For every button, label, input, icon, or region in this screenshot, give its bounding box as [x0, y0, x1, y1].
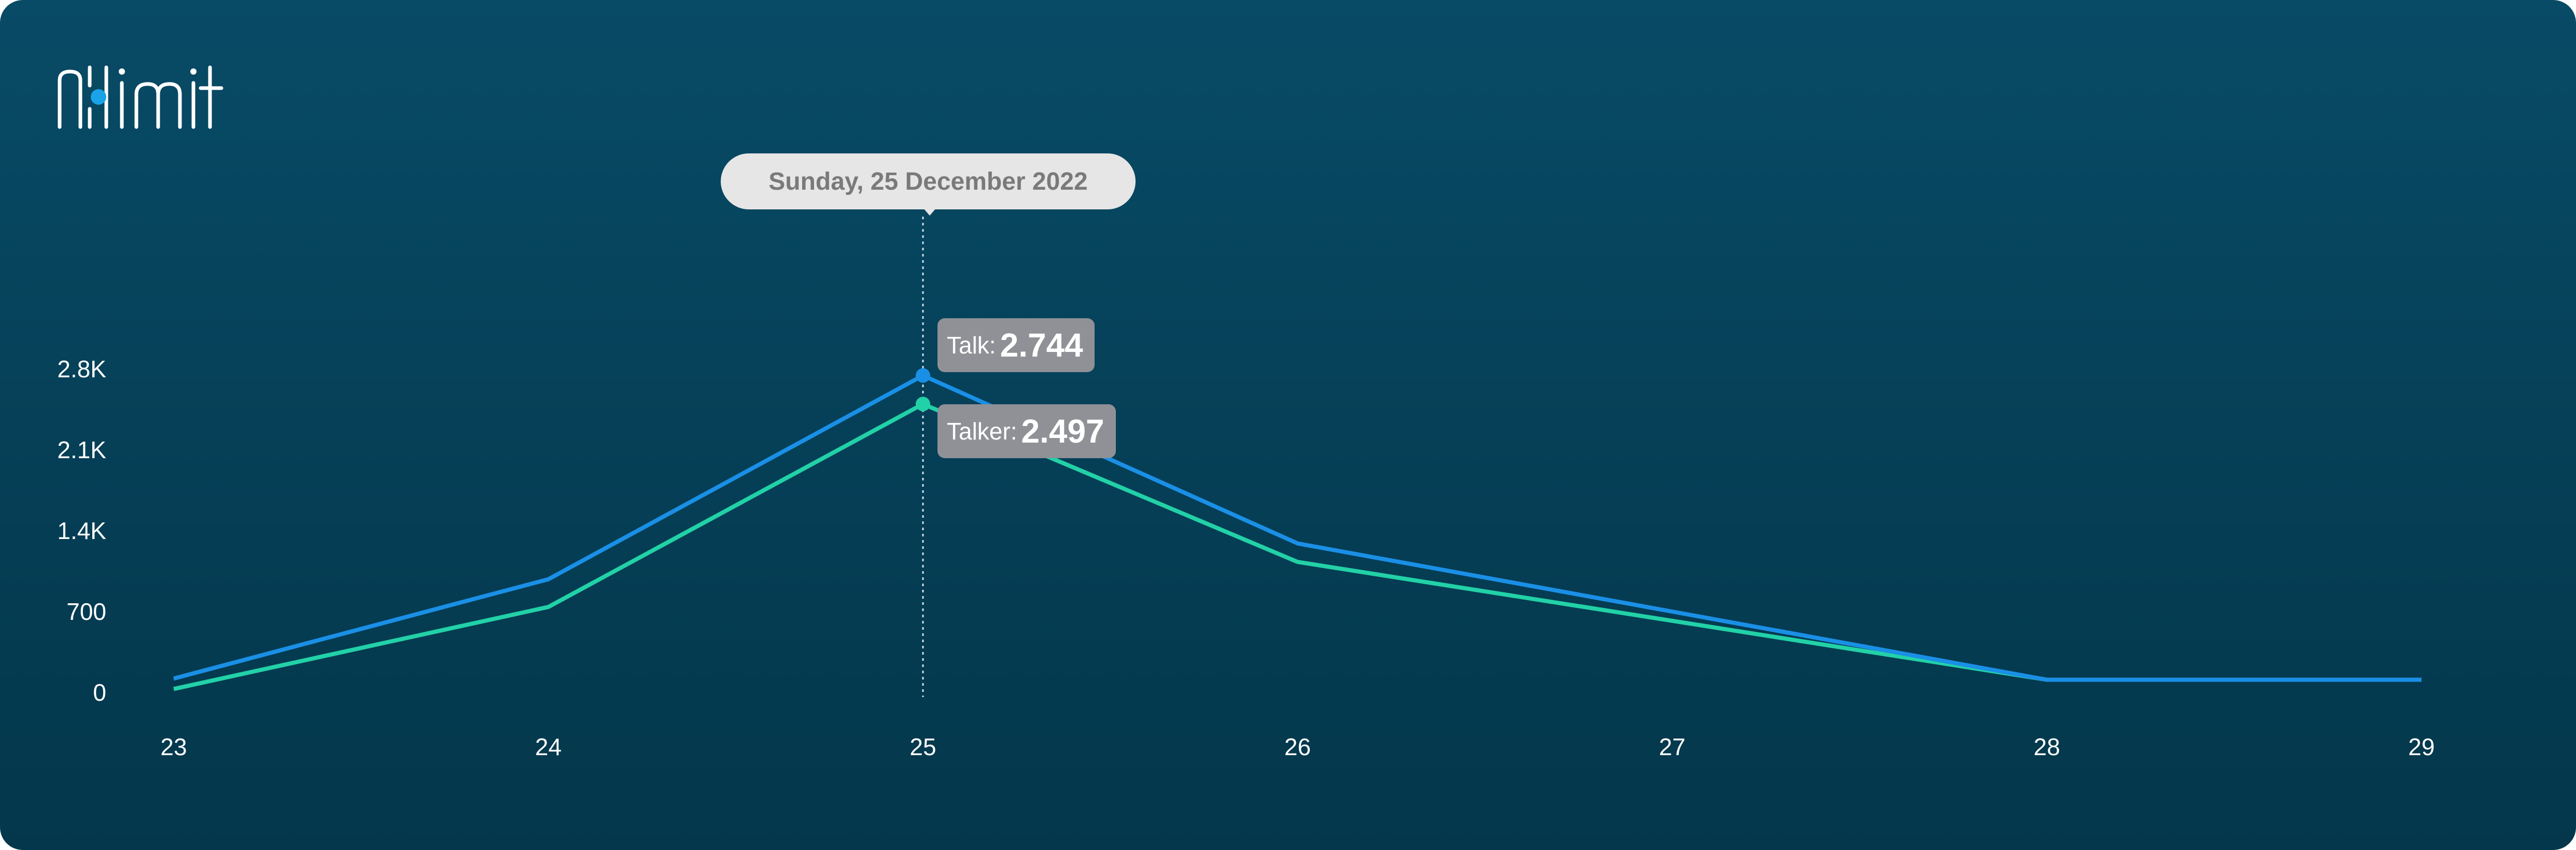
x-tick-label: 25 — [909, 733, 936, 760]
y-tick-label: 2.1K — [57, 436, 106, 463]
x-tick-label: 24 — [535, 733, 562, 760]
y-tick-label: 0 — [93, 679, 106, 706]
series-line-talk — [173, 373, 2421, 682]
y-tick-label: 2.8K — [57, 356, 106, 382]
date-tooltip-pointer — [923, 208, 936, 216]
talker-value: 2.497 — [1021, 413, 1104, 450]
x-tick-label: 23 — [160, 733, 187, 760]
data-point-talk[interactable] — [166, 671, 181, 686]
data-point-talk[interactable] — [1291, 536, 1305, 551]
x-tick-label: 28 — [2034, 733, 2060, 760]
data-point-talk[interactable] — [541, 572, 556, 587]
talk-value: 2.744 — [1000, 327, 1083, 364]
data-point-talker[interactable] — [1291, 555, 1305, 569]
y-tick-label: 1.4K — [57, 517, 106, 544]
date-tooltip-text: Sunday, 25 December 2022 — [768, 167, 1088, 195]
nlimit-logo — [58, 65, 223, 129]
marker-layer — [166, 368, 2429, 687]
data-point-talk[interactable] — [2414, 672, 2429, 687]
y-tick-label: 700 — [66, 598, 106, 625]
x-tick-label: 26 — [1284, 733, 1311, 760]
x-tick-label: 29 — [2408, 733, 2434, 760]
logo-dot-icon — [91, 89, 106, 105]
data-point-talk[interactable] — [1665, 604, 1679, 619]
data-point-talk[interactable] — [916, 368, 930, 383]
talker-value-tooltip: Talker: 2.497 — [937, 404, 1116, 458]
data-point-talker[interactable] — [916, 396, 930, 412]
data-point-talker[interactable] — [541, 600, 556, 614]
data-point-talk[interactable] — [2040, 672, 2054, 687]
x-axis: 23 24 25 26 27 28 29 — [160, 733, 2434, 760]
date-tooltip: Sunday, 25 December 2022 — [721, 153, 1136, 209]
series-layer — [173, 373, 2421, 691]
talk-label: Talk: — [947, 332, 996, 359]
x-tick-label: 27 — [1659, 733, 1685, 760]
y-axis: 0 700 1.4K 2.1K 2.8K — [57, 356, 106, 706]
talk-value-tooltip: Talk: 2.744 — [937, 318, 1095, 372]
talker-label: Talker: — [947, 418, 1017, 445]
